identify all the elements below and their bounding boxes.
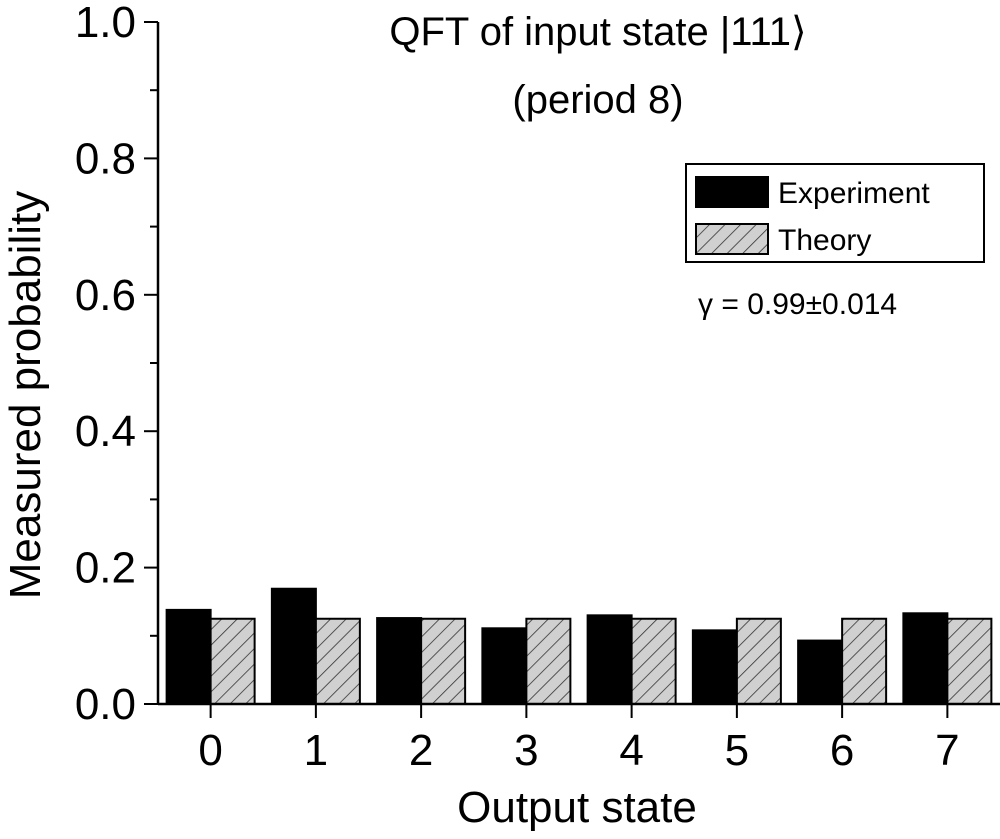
bar-experiment-5 xyxy=(691,629,738,705)
y-tick-label-0.0: 0.0 xyxy=(75,680,136,729)
bar-theory-2 xyxy=(420,617,467,705)
x-tick-label-6: 6 xyxy=(830,726,854,775)
x-tick-label-7: 7 xyxy=(935,726,959,775)
bar-theory-7 xyxy=(946,617,993,705)
y-tick-label-0.6: 0.6 xyxy=(75,271,136,320)
legend: Experiment Theory xyxy=(685,163,985,263)
x-tick-label-5: 5 xyxy=(725,726,749,775)
bar-experiment-7 xyxy=(902,612,949,706)
legend-label-theory: Theory xyxy=(778,224,871,257)
bar-theory-5 xyxy=(735,617,782,705)
x-tick-label-1: 1 xyxy=(304,726,328,775)
y-tick-label-0.8: 0.8 xyxy=(75,134,136,183)
bar-experiment-0 xyxy=(165,608,212,705)
bar-theory-4 xyxy=(630,617,677,705)
y-tick-label-0.2: 0.2 xyxy=(75,544,136,593)
axes-layer: 0 1 2 3 4 5 6 7 0.0 0.2 0.4 0.6 0.8 1.0 xyxy=(75,0,1000,775)
bar-experiment-6 xyxy=(797,639,844,705)
y-tick-label-1.0: 1.0 xyxy=(75,0,136,47)
x-tick-label-4: 4 xyxy=(619,726,643,775)
bar-experiment-1 xyxy=(270,587,317,706)
x-axis-title: Output state xyxy=(457,783,697,832)
bar-theory-0 xyxy=(209,617,256,705)
bar-theory-1 xyxy=(314,617,361,705)
gamma-annotation: γ = 0.99±0.014 xyxy=(698,288,897,321)
bar-experiment-2 xyxy=(376,617,423,705)
chart-title: QFT of input state |111⟩ xyxy=(389,10,806,54)
x-tick-label-3: 3 xyxy=(514,726,538,775)
bar-theory-6 xyxy=(841,617,888,705)
bars-layer xyxy=(165,587,993,706)
x-tick-label-0: 0 xyxy=(198,726,222,775)
bar-experiment-4 xyxy=(586,614,633,706)
legend-swatch-theory xyxy=(695,223,769,255)
x-tick-label-2: 2 xyxy=(409,726,433,775)
y-axis-title: Measured probability xyxy=(1,191,50,599)
legend-label-experiment: Experiment xyxy=(778,177,930,210)
chart-subtitle: (period 8) xyxy=(512,78,683,122)
bar-experiment-3 xyxy=(481,627,528,705)
y-tick-label-0.4: 0.4 xyxy=(75,407,136,456)
bar-theory-3 xyxy=(525,617,572,705)
legend-swatch-experiment xyxy=(695,176,769,208)
